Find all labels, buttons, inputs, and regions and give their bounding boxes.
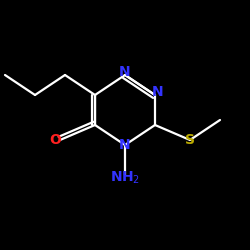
Text: N: N <box>119 138 131 152</box>
Text: N: N <box>119 66 131 80</box>
Text: N: N <box>152 86 163 100</box>
Text: S: S <box>185 133 195 147</box>
Text: O: O <box>49 133 61 147</box>
Text: NH$_2$: NH$_2$ <box>110 169 140 186</box>
